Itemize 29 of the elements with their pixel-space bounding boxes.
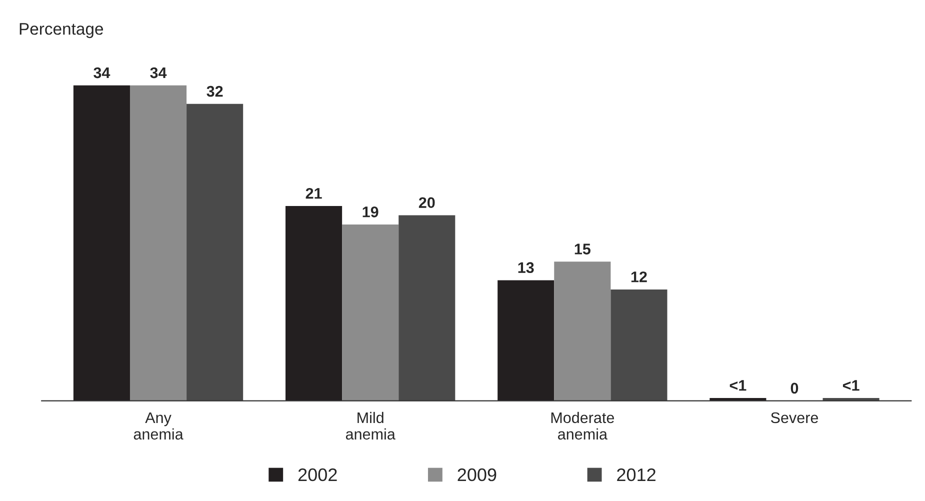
- data-label: <1: [730, 380, 746, 391]
- x-tick-label: Severe: [770, 412, 818, 424]
- bar: [130, 85, 187, 401]
- data-label: 13: [518, 262, 534, 274]
- data-label: 20: [418, 197, 435, 208]
- legend-label: 2012: [617, 468, 656, 482]
- legend-label: 2002: [298, 468, 337, 482]
- bar: [286, 206, 342, 401]
- x-tick-label: Moderate anemia: [551, 412, 614, 440]
- x-tick-label: Any anemia: [134, 412, 184, 440]
- bar: [610, 289, 668, 401]
- data-label: 32: [206, 86, 223, 97]
- bar: [342, 224, 399, 401]
- legend-label: 2009: [458, 468, 496, 482]
- data-label: 0: [790, 382, 798, 394]
- data-label: 34: [94, 67, 110, 78]
- bar: [554, 262, 611, 401]
- y-axis-title: Percentage: [20, 23, 104, 38]
- data-label: 19: [362, 206, 378, 218]
- bar: [73, 85, 130, 401]
- data-label: <1: [842, 380, 860, 391]
- data-label: 21: [306, 188, 322, 199]
- data-label: 12: [631, 271, 647, 282]
- x-tick-label: Mild anemia: [346, 412, 396, 440]
- data-label: 15: [574, 244, 590, 254]
- bar: [498, 280, 554, 401]
- data-label: 34: [150, 67, 167, 78]
- bar: [186, 104, 244, 401]
- bar: [398, 215, 456, 401]
